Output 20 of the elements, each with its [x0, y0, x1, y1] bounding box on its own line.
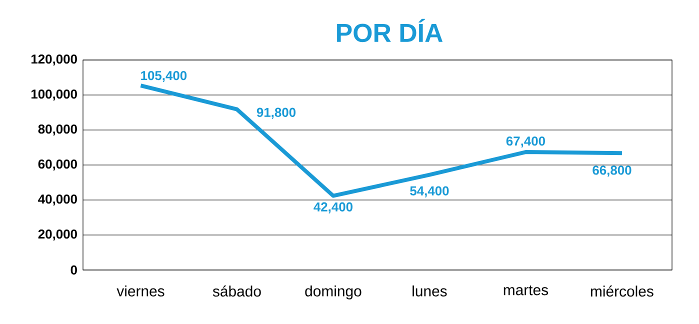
y-tick-label: 20,000 [38, 229, 77, 241]
chart-title: POR DÍA [337, 18, 443, 42]
y-tick-label: 80,000 [38, 124, 77, 136]
data-label: 105,400 [141, 70, 187, 82]
y-tick-label: 120,000 [31, 54, 77, 66]
x-tick-label: sábado [212, 285, 261, 297]
x-tick-label: viernes [116, 285, 164, 296]
y-tick-label: 0 [70, 265, 77, 275]
data-label: 91,800 [256, 108, 296, 119]
x-tick-label: martes [504, 285, 548, 296]
y-tick-label: 40,000 [38, 194, 77, 206]
data-label: 54,400 [410, 186, 449, 198]
data-label: 42,400 [314, 202, 353, 214]
x-tick-label: miércoles [590, 285, 654, 297]
x-tick-label: domingo [305, 285, 362, 300]
y-tick-label: 100,000 [31, 89, 77, 101]
x-tick-label: lunes [412, 285, 447, 296]
y-tick-label: 60,000 [38, 159, 77, 171]
data-label: 67,400 [506, 136, 545, 148]
data-label: 66,800 [592, 166, 632, 177]
